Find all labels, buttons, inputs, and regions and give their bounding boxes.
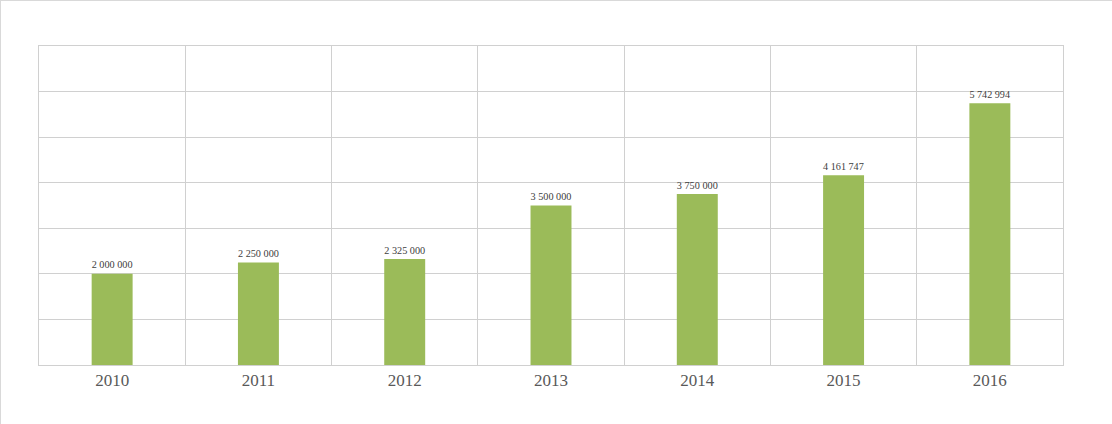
- svg-text:2012: 2012: [388, 371, 422, 390]
- svg-text:3 500 000: 3 500 000: [531, 191, 572, 202]
- svg-text:2016: 2016: [973, 371, 1007, 390]
- svg-text:2 325 000: 2 325 000: [384, 245, 425, 256]
- svg-text:2 250 000: 2 250 000: [238, 248, 279, 259]
- svg-text:2013: 2013: [534, 371, 568, 390]
- svg-text:2 000 000: 2 000 000: [92, 259, 133, 270]
- svg-text:2010: 2010: [95, 371, 129, 390]
- svg-text:2011: 2011: [242, 371, 275, 390]
- svg-text:4 161 747: 4 161 747: [823, 161, 864, 172]
- svg-text:3 750 000: 3 750 000: [677, 180, 718, 191]
- svg-text:5 742 994: 5 742 994: [969, 89, 1010, 100]
- svg-text:2015: 2015: [827, 371, 861, 390]
- svg-text:2014: 2014: [680, 371, 715, 390]
